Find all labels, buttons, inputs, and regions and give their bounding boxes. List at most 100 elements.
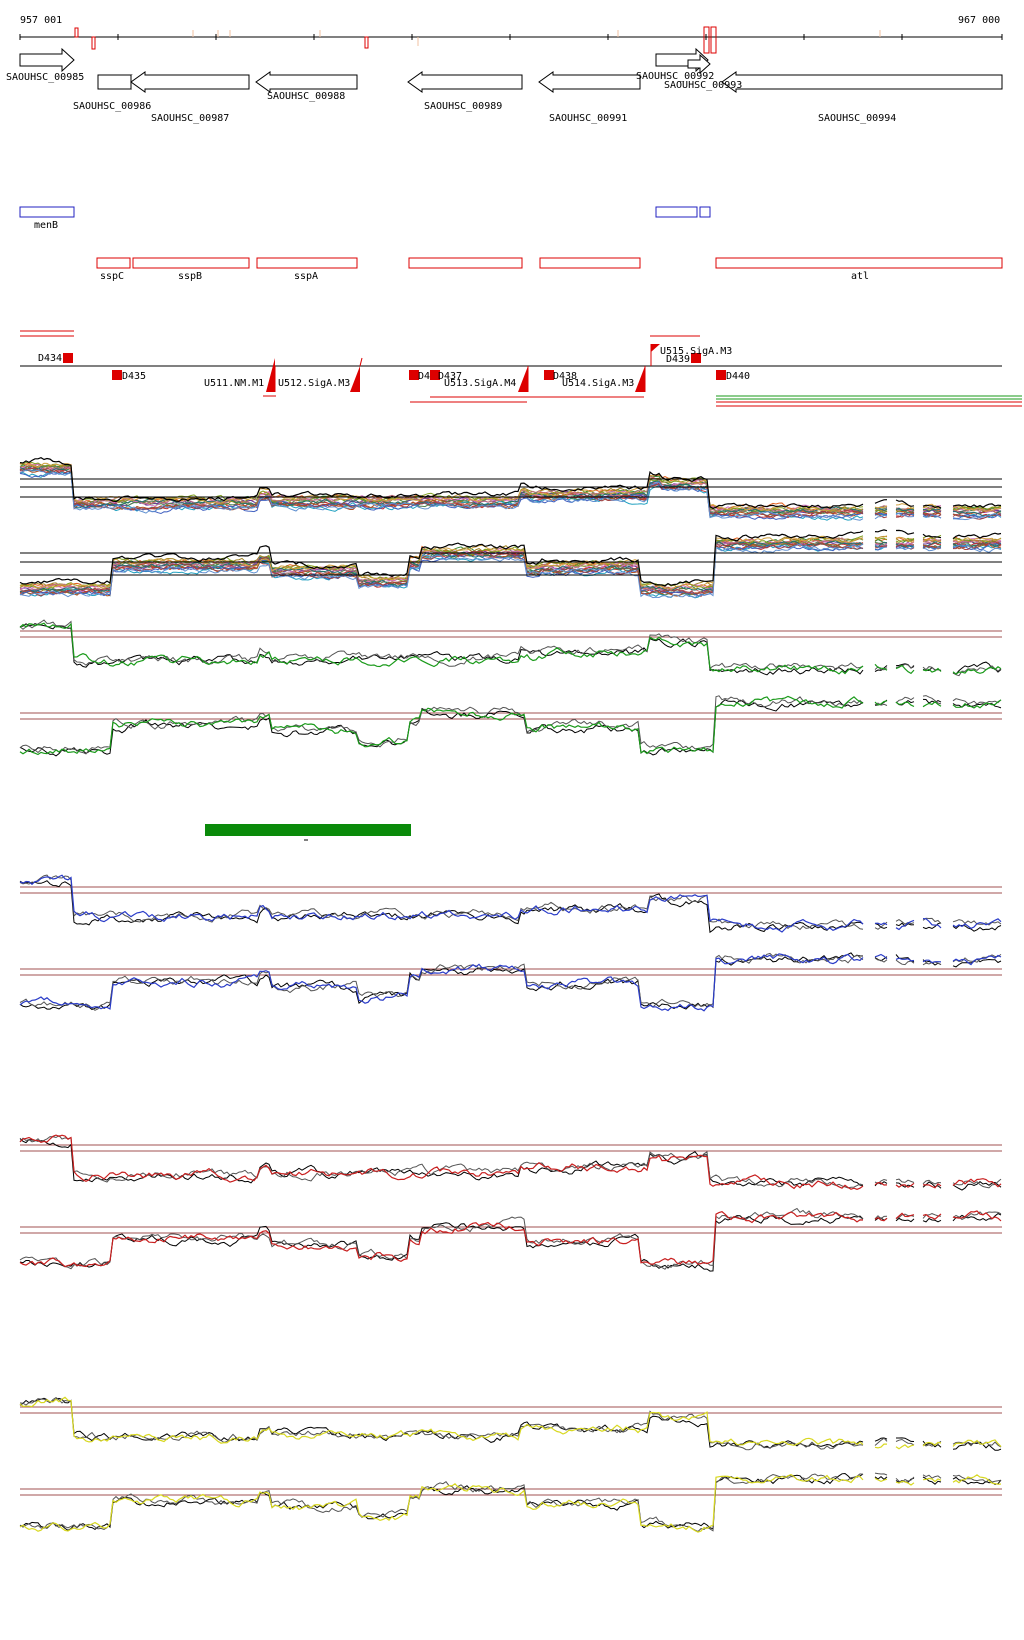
gene-arrow[interactable] [687, 53, 711, 75]
signal-trace [19, 874, 1002, 933]
signal-trace [19, 619, 1002, 677]
red-feature[interactable] [408, 257, 523, 269]
regulatory-label: D4 [418, 371, 430, 382]
promoter-marker[interactable] [651, 344, 660, 352]
gene-arrow[interactable] [255, 71, 358, 93]
red-feature-label: atl [851, 271, 869, 282]
red-feature-label: sspA [294, 271, 318, 282]
regulatory-marker[interactable] [716, 370, 726, 380]
summary-bar [205, 824, 411, 836]
coordinate-ruler: 957 001 967 000 [19, 15, 1003, 54]
gene-track [19, 47, 1003, 93]
regulatory-track: D434 D435 U511.NM.M1 U512.SigA.M3 D4 D43… [20, 330, 1022, 407]
regulatory-marker[interactable] [409, 370, 419, 380]
blue-feature[interactable] [699, 206, 711, 218]
ruler-marks [74, 26, 717, 54]
sample-trace [19, 534, 1002, 591]
signal-trace [19, 1472, 1002, 1533]
gene-arrow[interactable] [721, 71, 1003, 93]
regulatory-green-lines [716, 395, 1022, 400]
gene-label: SAOUHSC_00987 [151, 113, 229, 124]
red-feature-label: sspC [100, 271, 124, 282]
regulatory-label: U512.SigA.M3 [278, 378, 350, 389]
red-feature-labels: sspC sspB sspA atl [100, 271, 869, 282]
gene-arrow[interactable] [538, 71, 641, 93]
regulatory-label: U514.SigA.M3 [562, 378, 634, 389]
regulatory-marker[interactable] [544, 370, 554, 380]
regulatory-label: D434 [38, 353, 62, 364]
regulatory-marker[interactable] [691, 353, 701, 363]
red-feature[interactable] [132, 257, 250, 269]
signal-trace [19, 1396, 1002, 1451]
gene-label: SAOUHSC_00989 [424, 101, 502, 112]
sample-trace [19, 535, 1002, 591]
blue-feature[interactable] [655, 206, 698, 218]
blue-feature-label: menB [34, 220, 58, 231]
regulatory-label: U513.SigA.M4 [444, 378, 516, 389]
sample-trace [19, 543, 1002, 599]
red-feature-label: sspB [178, 271, 202, 282]
sample-trace [19, 464, 1002, 514]
promoter-marker[interactable] [350, 366, 360, 392]
gene-label: SAOUHSC_00993 [664, 80, 742, 91]
gene-label: SAOUHSC_00988 [267, 91, 345, 102]
regulatory-marker[interactable] [63, 353, 73, 363]
signal-trace [19, 1138, 1002, 1191]
sample-trace [19, 462, 1002, 513]
gene-label: SAOUHSC_00985 [6, 72, 84, 83]
regulatory-labels: D434 D435 U511.NM.M1 U512.SigA.M3 D4 D43… [38, 346, 750, 389]
red-feature[interactable] [96, 257, 131, 269]
regulatory-label: D435 [122, 371, 146, 382]
sample-trace [19, 529, 1002, 587]
ruler-faint-marks [192, 30, 881, 46]
signal-trace [19, 1135, 1002, 1189]
yellow-signal-panel [19, 1396, 1002, 1533]
regulatory-label: D440 [726, 371, 750, 382]
promoter-marker[interactable] [518, 366, 528, 392]
regulatory-label: D439 [666, 354, 690, 365]
multi-sample-panel [19, 457, 1002, 599]
promoter-marker[interactable] [266, 358, 275, 392]
sample-trace [19, 471, 1002, 521]
regulatory-label: D437 [438, 371, 462, 382]
signal-trace [19, 1210, 1002, 1268]
signal-trace [19, 695, 1002, 755]
blue-feature-track [19, 206, 711, 218]
gene-arrow[interactable] [19, 47, 75, 73]
gene-arrow[interactable] [97, 74, 132, 90]
regulatory-label: U511.NM.M1 [204, 378, 264, 389]
red-feature[interactable] [715, 257, 1003, 269]
regulatory-marker[interactable] [430, 370, 440, 380]
signal-trace [19, 874, 1002, 931]
signal-trace [19, 952, 1002, 1011]
red-feature[interactable] [256, 257, 358, 269]
signal-trace [19, 1473, 1002, 1533]
blue-signal-panel [19, 874, 1002, 1012]
sample-trace [19, 541, 1002, 597]
gene-arrow[interactable] [407, 71, 523, 93]
sample-trace [19, 469, 1002, 521]
signal-trace [19, 698, 1002, 757]
blue-feature[interactable] [19, 206, 75, 218]
signal-trace [19, 952, 1002, 1011]
regulatory-underlines [20, 330, 1022, 407]
gene-label: SAOUHSC_00991 [549, 113, 627, 124]
gene-arrow[interactable] [130, 71, 250, 93]
signal-trace [19, 1472, 1002, 1531]
regulatory-marker[interactable] [112, 370, 122, 380]
signal-trace [19, 695, 1002, 756]
gene-label: SAOUHSC_00994 [818, 113, 896, 124]
red-feature-track [96, 257, 1003, 269]
promoter-marker[interactable] [635, 366, 645, 392]
gene-label: SAOUHSC_00986 [73, 101, 151, 112]
green-signal-panel [19, 619, 1002, 757]
ruler-ticks [19, 34, 1003, 40]
red-feature[interactable] [539, 257, 641, 269]
signal-trace [19, 622, 1002, 675]
signal-trace [19, 1396, 1002, 1450]
regulatory-markers [63, 344, 726, 392]
regulatory-label: U515.SigA.M3 [660, 346, 732, 357]
regulatory-label: D438 [553, 371, 577, 382]
gene-label: SAOUHSC_00992 [636, 71, 714, 82]
